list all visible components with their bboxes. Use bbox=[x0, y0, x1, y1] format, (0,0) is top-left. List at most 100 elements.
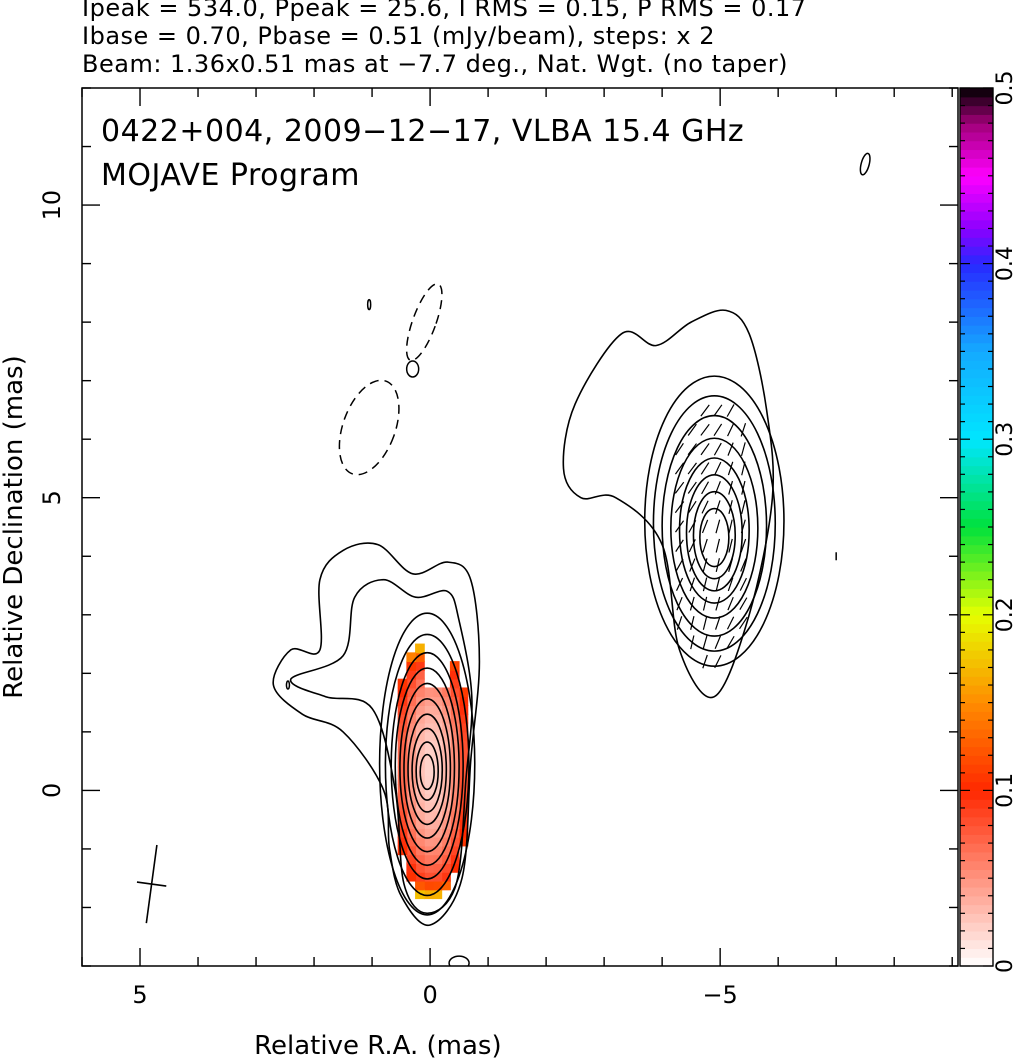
pol-pixel bbox=[432, 854, 443, 864]
colorbar-step bbox=[960, 219, 993, 230]
colorbar-step bbox=[960, 544, 993, 554]
colorbar-step bbox=[960, 939, 993, 950]
evpa-tick bbox=[702, 596, 708, 611]
colorbar-step bbox=[960, 377, 993, 388]
pol-pixel bbox=[415, 669, 425, 680]
pol-pixel bbox=[449, 705, 460, 715]
pol-pixel bbox=[423, 696, 434, 706]
colorbar-step bbox=[960, 913, 993, 923]
colorbar-step bbox=[960, 790, 993, 800]
pol-pixel bbox=[449, 784, 460, 794]
pol-pixel bbox=[432, 836, 443, 847]
evpa-tick bbox=[676, 616, 683, 630]
evpa-tick bbox=[701, 500, 709, 514]
pol-pixel bbox=[441, 810, 451, 821]
colorbar-step bbox=[960, 123, 993, 133]
y-tick-label: 0 bbox=[38, 783, 66, 798]
colorbar-step bbox=[960, 746, 993, 756]
evpa-tick bbox=[674, 462, 685, 475]
pol-pixel bbox=[415, 775, 425, 785]
evpa-tick bbox=[687, 462, 697, 475]
colorbar-step bbox=[960, 421, 993, 432]
colorbar-step bbox=[960, 307, 993, 317]
colorbar-step bbox=[960, 658, 993, 669]
pol-pixel bbox=[397, 784, 408, 794]
colorbar-step bbox=[960, 246, 993, 256]
pol-pixel bbox=[423, 722, 434, 733]
pol-pixel bbox=[415, 863, 425, 873]
pol-pixel bbox=[432, 792, 443, 803]
header-line-2: Ibase = 0.70, Pbase = 0.51 (mJy/beam), s… bbox=[82, 22, 716, 50]
pol-pixel bbox=[441, 696, 451, 706]
contour-island-4 bbox=[405, 360, 420, 378]
colorbar-step bbox=[960, 553, 993, 563]
colorbar-step bbox=[960, 641, 993, 651]
colorbar-step bbox=[960, 491, 993, 502]
y-axis-label: Relative Declination (mas) bbox=[0, 355, 29, 698]
colorbar-tick-label: 0.1 bbox=[993, 773, 1018, 808]
pol-pixel bbox=[406, 757, 417, 768]
contour-jet-level-9 bbox=[699, 507, 730, 568]
pol-pixel bbox=[415, 748, 425, 759]
pol-pixel bbox=[406, 661, 417, 671]
pol-pixel bbox=[432, 731, 443, 742]
evpa-tick bbox=[702, 558, 708, 572]
pol-pixel bbox=[423, 775, 434, 785]
pol-pixel bbox=[449, 740, 460, 750]
evpa-tick bbox=[738, 616, 748, 630]
pol-pixel bbox=[432, 766, 443, 777]
pol-pixel bbox=[458, 784, 469, 794]
evpa-tick bbox=[687, 443, 697, 456]
colorbar-tick-label: 0.4 bbox=[993, 246, 1018, 281]
evpa-ticks bbox=[674, 404, 748, 669]
colorbar-step bbox=[960, 579, 993, 590]
colorbar-tick-label: 0.5 bbox=[993, 71, 1018, 106]
colorbar-step bbox=[960, 298, 993, 309]
pol-pixel bbox=[432, 801, 443, 812]
pol-pixel bbox=[415, 722, 425, 733]
contour-island-5 bbox=[448, 955, 470, 966]
evpa-tick bbox=[690, 635, 695, 650]
colorbar-step bbox=[960, 570, 993, 581]
evpa-tick bbox=[741, 500, 746, 515]
colorbar-step bbox=[960, 930, 993, 941]
colorbar-step bbox=[960, 693, 993, 704]
pol-pixel bbox=[449, 669, 460, 680]
pol-pixel bbox=[397, 705, 408, 715]
evpa-tick bbox=[741, 480, 746, 495]
pol-pixel bbox=[406, 819, 417, 829]
colorbar-step bbox=[960, 527, 993, 537]
pol-pixel bbox=[441, 713, 451, 724]
pol-pixel bbox=[397, 757, 408, 768]
colorbar-step bbox=[960, 404, 993, 414]
contour-island-1 bbox=[859, 152, 871, 176]
pol-pixel bbox=[432, 863, 443, 873]
contour-island-3 bbox=[285, 680, 291, 690]
contour-core-outer bbox=[272, 542, 481, 926]
pol-pixel bbox=[423, 863, 434, 873]
pol-pixel bbox=[423, 810, 434, 821]
colorbar-step bbox=[960, 799, 993, 809]
colorbar-step bbox=[960, 175, 993, 186]
pol-pixel bbox=[432, 748, 443, 759]
pol-pixel bbox=[458, 792, 469, 803]
contour-jet-level-7 bbox=[685, 474, 743, 592]
pol-pixel bbox=[406, 801, 417, 812]
evpa-tick bbox=[714, 655, 722, 669]
colorbar-step bbox=[960, 325, 993, 335]
colorbar-step bbox=[960, 755, 993, 765]
pol-pixel bbox=[441, 687, 451, 698]
colorbar-step bbox=[960, 351, 993, 361]
evpa-tick bbox=[675, 520, 685, 533]
x-axis-label: Relative R.A. (mas) bbox=[254, 1031, 501, 1060]
evpa-tick bbox=[687, 481, 697, 494]
colorbar-step bbox=[960, 614, 993, 625]
plot-title-line-2: MOJAVE Program bbox=[101, 158, 360, 193]
contour-core-level-5 bbox=[390, 651, 464, 880]
pol-pixel bbox=[415, 784, 425, 794]
colorbar-step bbox=[960, 772, 993, 783]
colorbar-step bbox=[960, 500, 993, 511]
colorbar-step bbox=[960, 289, 993, 300]
colorbar-step bbox=[960, 360, 993, 370]
pol-pixel bbox=[415, 705, 425, 715]
